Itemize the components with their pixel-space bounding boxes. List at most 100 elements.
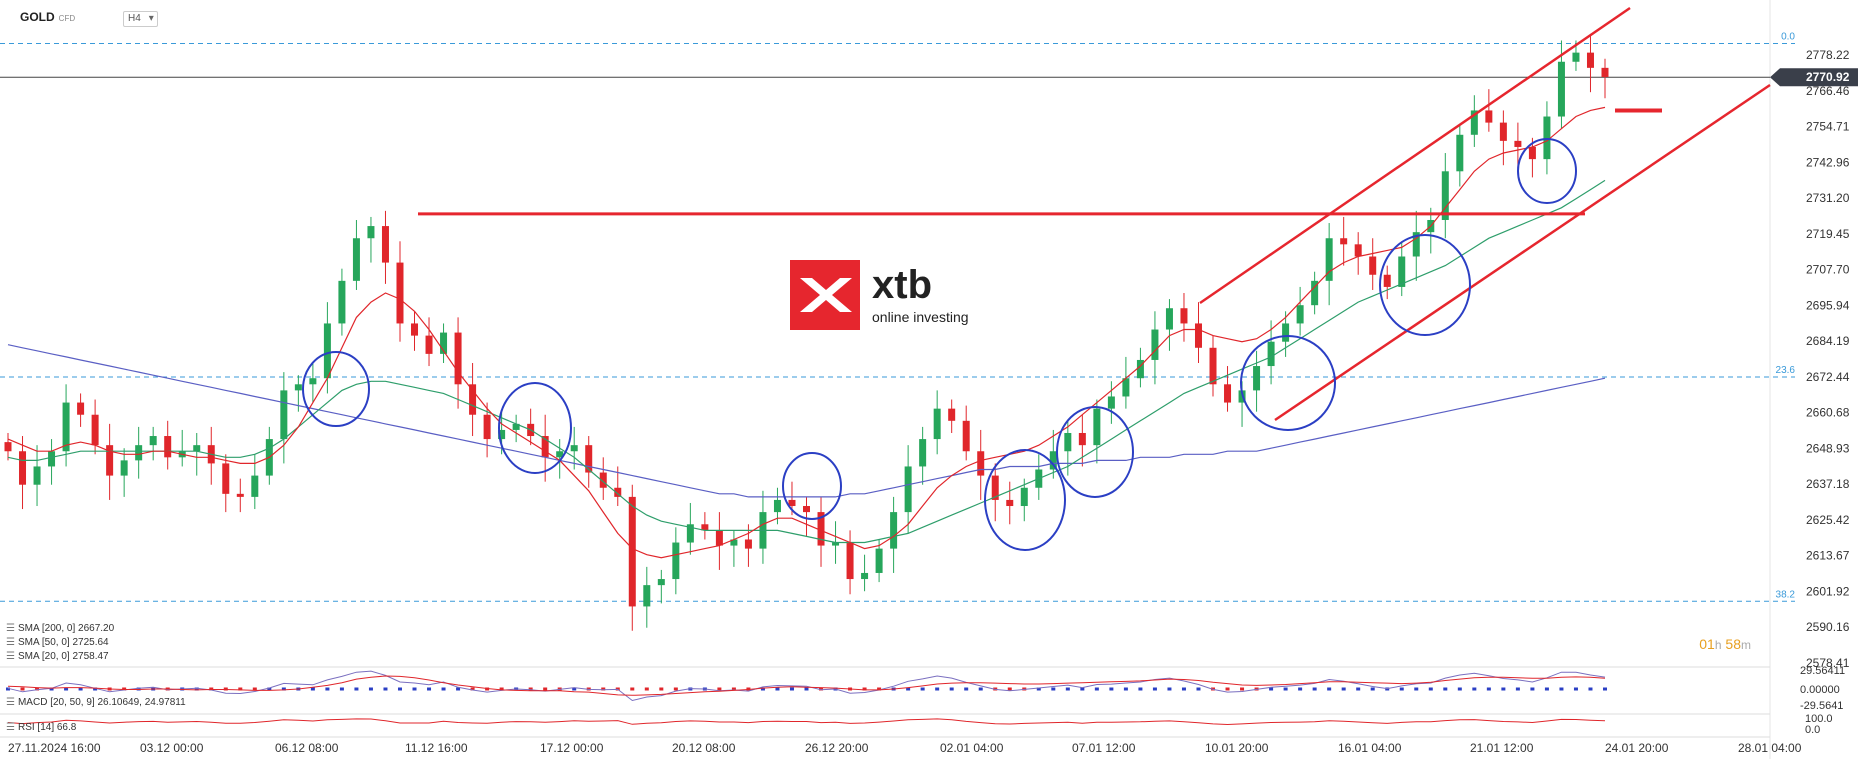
highlight-circle <box>1379 234 1471 336</box>
fib-level-label: 0.0 <box>1781 31 1795 42</box>
macd-bar <box>1457 687 1462 691</box>
candle-body <box>773 499 781 513</box>
symbol-label[interactable]: GOLD CFD <box>20 10 75 24</box>
candle-body <box>1209 347 1217 385</box>
price-tick-label: 2613.67 <box>1806 549 1850 563</box>
highlight-circle <box>1240 335 1336 431</box>
macd-bar <box>673 687 678 691</box>
candle-body <box>120 460 128 476</box>
time-tick-label: 10.01 20:00 <box>1205 741 1269 755</box>
macd-bar <box>1341 687 1346 691</box>
candle-body <box>1325 238 1333 281</box>
macd-bar <box>267 687 272 691</box>
candle-body <box>1398 256 1406 287</box>
price-tick-label: 2695.94 <box>1806 298 1850 312</box>
candle-body <box>149 436 157 446</box>
legend-macd[interactable]: ☰ MACD [20, 50, 9] 26.10649, 24.97811 <box>6 696 186 710</box>
price-tick-label: 2625.42 <box>1806 513 1850 527</box>
macd-bar <box>238 687 243 691</box>
macd-bar <box>775 687 780 691</box>
macd-bar <box>1225 687 1230 691</box>
macd-bar <box>1094 687 1099 691</box>
candle-body <box>1369 256 1377 275</box>
macd-bar <box>93 687 98 691</box>
legend-sma200[interactable]: ☰ SMA [200, 0] 2667.20 <box>6 622 114 636</box>
candle-body <box>875 548 883 573</box>
candle-body <box>1412 232 1420 257</box>
fib-level-label: 38.2 <box>1776 589 1796 600</box>
list-icon: ☰ <box>6 651 15 662</box>
macd-bar <box>935 687 940 691</box>
macd-bar <box>1269 687 1274 691</box>
candle-body <box>396 262 404 324</box>
macd-bar <box>1443 687 1448 691</box>
time-tick-label: 27.11.2024 16:00 <box>8 741 101 755</box>
macd-bar <box>1603 687 1607 691</box>
candle-body <box>1049 451 1057 470</box>
macd-bar <box>325 687 330 691</box>
highlight-circle <box>498 382 572 474</box>
time-tick-label: 03.12 00:00 <box>140 741 204 755</box>
macd-bar <box>1515 687 1520 691</box>
candle-body <box>411 323 419 336</box>
macd-bar <box>528 687 533 691</box>
macd-bar <box>964 687 969 691</box>
rsi-axis-label: 100.0 <box>1805 713 1833 725</box>
candle-body <box>1253 366 1261 391</box>
highlight-circle <box>984 449 1066 551</box>
candle-body <box>1267 341 1275 367</box>
legend-sma50-text: SMA [50, 0] 2725.64 <box>17 637 109 648</box>
macd-bar <box>1428 687 1433 691</box>
price-tick-label: 2578.41 <box>1806 656 1850 670</box>
legend-rsi[interactable]: ☰ RSI [14] 66.8 <box>6 721 76 735</box>
legend-sma20[interactable]: ☰ SMA [20, 0] 2758.47 <box>6 650 109 664</box>
xtb-logo: xtb online investing <box>790 260 969 330</box>
time-tick-label: 07.01 12:00 <box>1072 741 1136 755</box>
candle-body <box>1136 359 1144 379</box>
macd-bar <box>659 687 664 691</box>
candles <box>4 34 1609 631</box>
candle-body <box>454 332 462 385</box>
rsi-line <box>7 718 1606 726</box>
candle-body <box>498 429 506 440</box>
price-tick-label: 2590.16 <box>1806 620 1850 634</box>
macd-axis-label: 29.56411 <box>1800 665 1845 677</box>
macd-bar <box>862 687 867 691</box>
macd-bar <box>1356 687 1361 691</box>
candle-body <box>599 472 607 488</box>
legend-sma50[interactable]: ☰ SMA [50, 0] 2725.64 <box>6 636 109 650</box>
time-tick-label: 16.01 04:00 <box>1338 741 1402 755</box>
candle-body <box>381 226 389 263</box>
candle-body <box>1586 52 1594 68</box>
macd-bar <box>1181 687 1186 691</box>
legend-sma20-text: SMA [20, 0] 2758.47 <box>17 651 109 662</box>
candle-body <box>135 445 143 461</box>
candle-body <box>991 475 999 500</box>
candle-body <box>1064 432 1072 452</box>
time-tick-label: 28.01 04:00 <box>1738 741 1802 755</box>
candle-body <box>309 378 317 385</box>
macd-bar <box>1399 687 1404 691</box>
macd-bar <box>920 687 925 691</box>
fib-level-label: 23.6 <box>1776 365 1796 376</box>
candle-body <box>657 579 665 586</box>
price-tick-label: 2742.96 <box>1806 155 1850 169</box>
candle-body <box>701 524 709 531</box>
price-tick-label: 2672.44 <box>1806 370 1850 384</box>
candle-body <box>803 506 810 513</box>
macd-bar <box>1414 687 1419 691</box>
candle-body <box>236 493 244 497</box>
macd-bar <box>1588 687 1593 691</box>
candle-body <box>48 451 56 467</box>
candle-body <box>1107 396 1115 409</box>
macd-bar <box>470 687 475 691</box>
candle-body <box>77 402 85 415</box>
timeframe-dropdown[interactable]: H4 <box>123 11 158 27</box>
candle-body <box>280 390 288 440</box>
macd-bar <box>1544 687 1549 691</box>
candle-body <box>628 496 636 607</box>
candle-body <box>1078 432 1086 446</box>
candle-body <box>1485 110 1493 123</box>
candle-body <box>512 423 520 430</box>
